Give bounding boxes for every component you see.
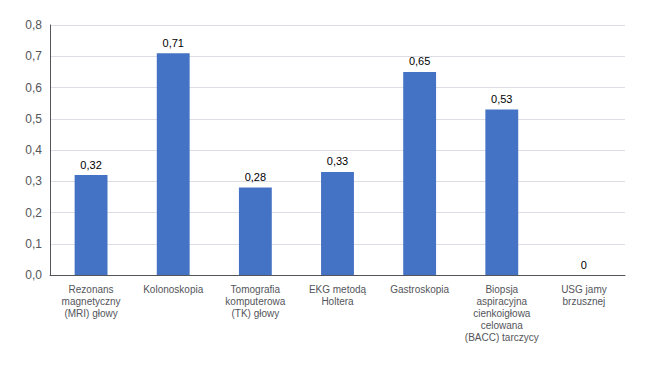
svg-text:Holtera: Holtera xyxy=(321,296,354,307)
svg-text:celowana: celowana xyxy=(481,320,524,331)
svg-text:Rezonans: Rezonans xyxy=(69,284,114,295)
svg-text:0,5: 0,5 xyxy=(25,112,42,126)
svg-text:Gastroskopia: Gastroskopia xyxy=(390,284,449,295)
svg-text:0,28: 0,28 xyxy=(245,171,266,183)
svg-text:0,7: 0,7 xyxy=(25,49,42,63)
svg-text:Tomografia: Tomografia xyxy=(231,284,281,295)
svg-text:(TK) głowy: (TK) głowy xyxy=(231,308,279,319)
svg-text:0,4: 0,4 xyxy=(25,143,42,157)
svg-text:0,0: 0,0 xyxy=(25,268,42,282)
svg-text:komputerowa: komputerowa xyxy=(225,296,285,307)
svg-text:EKG metodą: EKG metodą xyxy=(309,284,367,295)
svg-text:Biopsja: Biopsja xyxy=(485,284,518,295)
svg-text:0,71: 0,71 xyxy=(163,37,184,49)
svg-text:aspiracyjna: aspiracyjna xyxy=(476,296,527,307)
svg-text:magnetyczny: magnetyczny xyxy=(62,296,121,307)
svg-text:0,8: 0,8 xyxy=(25,18,42,32)
svg-text:0,1: 0,1 xyxy=(25,237,42,251)
svg-text:(BACC) tarczycy: (BACC) tarczycy xyxy=(465,332,539,343)
svg-text:Kolonoskopia: Kolonoskopia xyxy=(143,284,203,295)
svg-text:0: 0 xyxy=(581,259,587,271)
svg-text:USG jamy: USG jamy xyxy=(561,284,607,295)
svg-text:brzusznej: brzusznej xyxy=(563,296,606,307)
svg-text:0,33: 0,33 xyxy=(327,155,348,167)
svg-text:0,53: 0,53 xyxy=(491,93,512,105)
svg-text:0,65: 0,65 xyxy=(409,55,430,67)
svg-text:cienkoigłowa: cienkoigłowa xyxy=(473,308,531,319)
svg-text:0,3: 0,3 xyxy=(25,174,42,188)
svg-text:(MRI) głowy: (MRI) głowy xyxy=(64,308,117,319)
svg-text:0,32: 0,32 xyxy=(80,159,101,171)
svg-text:0,2: 0,2 xyxy=(25,206,42,220)
svg-text:0,6: 0,6 xyxy=(25,81,42,95)
